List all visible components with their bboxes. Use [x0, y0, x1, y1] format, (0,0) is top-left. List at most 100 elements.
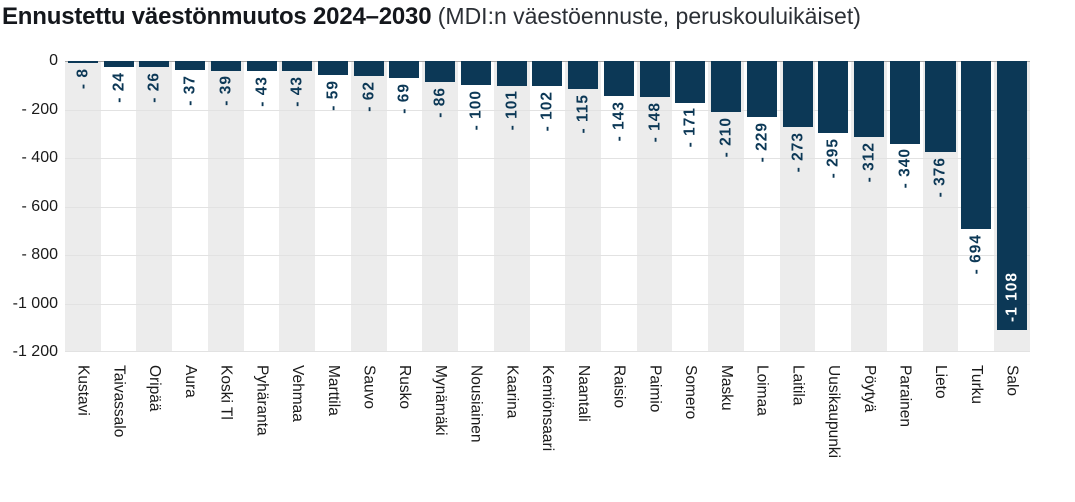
bar-column: - 101 Kaarina [494, 61, 530, 418]
value-label: - 340 [896, 148, 913, 189]
y-axis-tick-label: - 800 [21, 246, 58, 263]
y-axis-tick-label: - 400 [21, 149, 58, 166]
bar [210, 61, 241, 71]
bar [568, 61, 599, 89]
category-label: Uusikaupunki [825, 365, 843, 459]
bar-column: - 62 Sauvo [351, 61, 387, 409]
bar [425, 61, 456, 82]
value-label: - 43 [252, 76, 270, 108]
chart-title-main: Ennustettu väestönmuutos 2024–2030 [2, 3, 432, 30]
bar-column: - 24 Taivassalo [101, 61, 137, 437]
category-label: Marttila [324, 365, 342, 416]
value-label: - 295 [824, 137, 842, 178]
category-label: Taivassalo [110, 365, 128, 438]
value-label: - 148 [645, 101, 663, 143]
bar [711, 61, 742, 112]
bar [460, 61, 491, 86]
value-label: - 101 [502, 90, 520, 131]
category-label: Koski Tl [217, 365, 235, 420]
bar-column: - 8 Kustavi [65, 61, 101, 416]
bar-column: - 59 Marttila [315, 61, 351, 416]
category-label: Nousiainen [467, 365, 485, 443]
value-label: - 312 [860, 141, 878, 182]
y-axis-tick-label: - 600 [21, 197, 58, 215]
bar-column: - 171 Somero [672, 61, 708, 419]
bar [818, 61, 849, 133]
category-label: Sauvo [360, 365, 378, 409]
value-label: - 26 [145, 72, 163, 104]
bar [675, 61, 706, 103]
category-label: Turku [967, 365, 985, 405]
category-label: Raisio [610, 365, 628, 409]
bar [782, 61, 813, 128]
value-label: - 86 [431, 86, 449, 118]
bar-column: - 295 Uusikaupunki [815, 61, 851, 458]
bar [246, 61, 277, 72]
bar-column: - 340 Parainen [887, 61, 923, 427]
value-label: - 171 [681, 107, 699, 148]
chart-title: Ennustettu väestönmuutos 2024–2030 (MDI:… [2, 3, 1075, 31]
category-label: Paimio [646, 365, 664, 413]
bar-column: - 115 Naantali [565, 61, 601, 422]
value-label: - 376 [931, 157, 949, 198]
category-label: Pyhäranta [253, 365, 271, 436]
value-label: - 273 [788, 132, 806, 173]
value-label: -1 108 [1003, 271, 1021, 322]
bar [925, 61, 956, 153]
bar [103, 61, 134, 67]
value-label: - 59 [324, 80, 342, 112]
category-label: Naantali [574, 365, 592, 422]
value-label: - 69 [395, 82, 413, 114]
value-label: - 8 [74, 67, 92, 90]
category-label: Lieto [932, 365, 950, 399]
y-axis-tick-label: 0 [49, 52, 58, 69]
value-label: - 39 [217, 75, 235, 107]
bar [317, 61, 349, 76]
bar-column: - 694 Turku [958, 61, 994, 404]
y-axis-tick-label: -1 200 [12, 343, 58, 360]
bar [353, 61, 384, 76]
category-label: Parainen [896, 365, 914, 428]
bar-column: - 39 Koski Tl [208, 61, 244, 420]
y-axis-tick-labels: 0 - 200 - 400 - 600 - 800 -1 000 -1 200 [0, 0, 58, 400]
value-label: - 115 [574, 93, 592, 134]
value-label: - 24 [109, 71, 127, 103]
bar [389, 61, 420, 78]
chart-title-subtitle: (MDI:n väestöennuste, peruskouluikäiset) [431, 3, 861, 29]
bar-column: - 210 Masku [708, 61, 744, 411]
bar-column: - 69 Rusko [387, 61, 423, 409]
bar-column: - 86 Mynämäki [422, 61, 458, 436]
bar-columns: - 8 Kustavi - 24 Taivassalo - 26 Oripää - 37 Au… [65, 61, 1030, 458]
bar-column: - 37 Aura [172, 61, 208, 398]
y-axis-tick-label: - 200 [21, 100, 58, 118]
category-label: Masku [717, 365, 735, 411]
bar-column: - 312 Pöytyä [851, 61, 887, 412]
bar-column: - 102 Kemiönsaari [530, 61, 566, 451]
value-label: - 62 [359, 81, 377, 112]
bar-column: - 43 Vehmaa [279, 61, 315, 422]
bar-column: - 43 Pyhäranta [244, 61, 280, 436]
y-axis-tick-label: -1 000 [12, 294, 58, 312]
category-label: Vehmaa [289, 365, 307, 422]
value-label: - 102 [538, 90, 556, 132]
bar-column: - 148 Paimio [637, 61, 673, 412]
bar [282, 61, 313, 72]
value-label: - 143 [610, 100, 628, 142]
plot-area: - 8 Kustavi - 24 Taivassalo - 26 Oripää - 37 Au… [65, 61, 1030, 458]
category-label: Kaarina [503, 365, 521, 419]
category-label: Salo [1003, 365, 1021, 397]
bar-column: - 273 Laitila [780, 61, 816, 406]
category-label: Loimaa [753, 365, 771, 416]
bar [175, 61, 206, 70]
value-label: - 37 [181, 74, 199, 106]
bar [67, 61, 98, 63]
bar [139, 61, 170, 68]
category-label: Somero [682, 365, 700, 420]
bar [961, 61, 992, 230]
value-label: - 43 [288, 76, 306, 108]
bar-column: - 100 Nousiainen [458, 61, 494, 443]
value-label: - 694 [967, 234, 985, 275]
value-label: - 229 [753, 121, 771, 162]
category-label: Mynämäki [431, 365, 449, 436]
